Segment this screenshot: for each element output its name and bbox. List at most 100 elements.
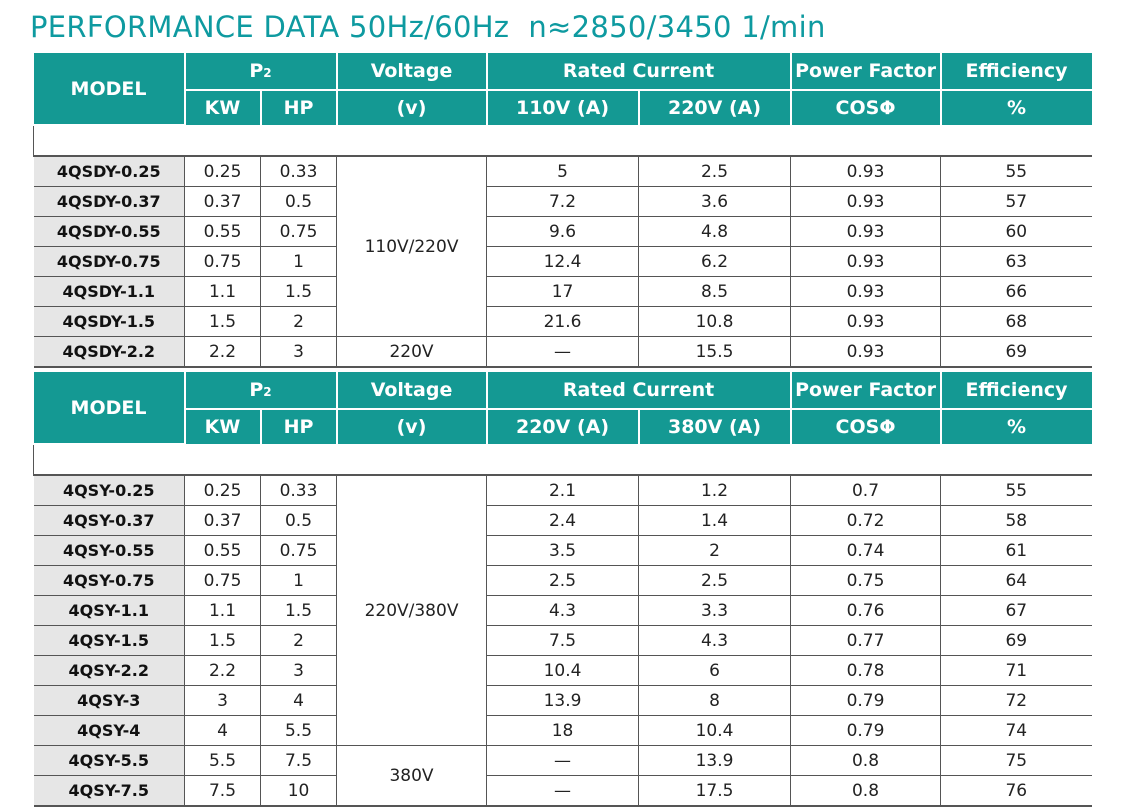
efficiency-cell: 57 <box>940 186 1092 217</box>
kw-cell: 1.1 <box>184 595 261 626</box>
current-a-cell: 2.4 <box>486 505 639 536</box>
table-row: 4QSY-0.55 0.55 0.75 3.5 2 0.74 61 <box>33 535 1092 566</box>
hp-cell: 0.33 <box>259 156 337 187</box>
model-cell: 4QSY-0.55 <box>33 535 185 566</box>
header-efficiency-unit: % <box>939 409 1092 444</box>
header-power-factor: Power Factor <box>789 372 942 410</box>
current-b-cell: 3.6 <box>638 186 791 217</box>
current-b-cell: 2.5 <box>638 156 791 187</box>
model-cell: 4QSDY-0.75 <box>33 246 185 277</box>
model-cell: 4QSY-4 <box>33 715 185 746</box>
table-row: 4QSDY-2.2 2.2 3 220V — 15.5 0.93 69 <box>33 336 1092 368</box>
current-a-cell: 17 <box>486 276 639 307</box>
table-row: 4QSY-0.75 0.75 1 2.5 2.5 0.75 64 <box>33 565 1092 596</box>
header-p2-label: P <box>249 60 264 82</box>
header-efficiency-unit: % <box>939 90 1092 125</box>
hp-cell: 0.5 <box>259 186 337 217</box>
voltage-cell: 110V/220V <box>336 156 487 337</box>
current-a-cell: 12.4 <box>486 246 639 277</box>
efficiency-cell: 64 <box>940 565 1092 596</box>
power-factor-cell: 0.79 <box>790 715 941 746</box>
header-p2-subscript: 2 <box>263 66 272 80</box>
model-cell: 4QSY-3 <box>33 685 185 716</box>
efficiency-cell: 63 <box>940 246 1092 277</box>
header-p2: P2 <box>183 372 338 410</box>
kw-cell: 0.55 <box>184 535 261 566</box>
table-row: 4QSDY-1.5 1.5 2 21.6 10.8 0.93 68 <box>33 306 1092 337</box>
power-factor-cell: 0.93 <box>790 216 941 247</box>
model-cell: 4QSY-2.2 <box>33 655 185 686</box>
header-model: MODEL <box>33 53 186 126</box>
table-row: 4QSDY-0.55 0.55 0.75 9.6 4.8 0.93 60 <box>33 216 1092 247</box>
current-b-cell: 4.3 <box>638 625 791 656</box>
header-p2-subscript: 2 <box>263 385 272 399</box>
current-a-cell: — <box>486 336 639 368</box>
current-b-cell: 6.2 <box>638 246 791 277</box>
kw-cell: 1.5 <box>184 306 261 337</box>
table-row: 4QSDY-0.37 0.37 0.5 7.2 3.6 0.93 57 <box>33 186 1092 217</box>
model-cell: 4QSDY-2.2 <box>33 336 185 368</box>
table-row: 4QSY-5.5 5.5 7.5 380V — 13.9 0.8 75 <box>33 745 1092 807</box>
kw-cell: 0.75 <box>184 246 261 277</box>
current-b-cell: 3.3 <box>638 595 791 626</box>
model-cell: 4QSDY-1.5 <box>33 306 185 337</box>
header-power-factor: Power Factor <box>789 53 942 91</box>
kw-cell: 5.5 <box>184 745 261 776</box>
current-b-cell: 6 <box>638 655 791 686</box>
current-b-cell: 17.5 <box>638 775 791 807</box>
power-factor-cell: 0.8 <box>790 745 941 776</box>
header-kw: KW <box>183 409 262 444</box>
current-a-cell: 2.1 <box>486 475 639 506</box>
table-row: 4QSDY-0.75 0.75 1 12.4 6.2 0.93 63 <box>33 246 1092 277</box>
table-row: 4QSY-1.1 1.1 1.5 4.3 3.3 0.76 67 <box>33 595 1092 626</box>
model-cell: 4QSDY-0.37 <box>33 186 185 217</box>
table-row: 4QSY-0.25 0.25 0.33 220V/380V 2.1 1.2 0.… <box>33 475 1092 746</box>
header-voltage-unit: (v) <box>335 90 488 125</box>
power-factor-cell: 0.79 <box>790 685 941 716</box>
kw-cell: 7.5 <box>184 775 261 807</box>
kw-cell: 2.2 <box>184 336 261 368</box>
page-title: PERFORMANCE DATA 50Hz/60Hz n≈2850/3450 1… <box>30 10 826 44</box>
current-a-cell: 7.5 <box>486 625 639 656</box>
header-current-a: 110V (A) <box>485 90 640 125</box>
power-factor-cell: 0.8 <box>790 775 941 807</box>
header-cos: COSΦ <box>789 90 942 125</box>
performance-table-single-phase: MODEL P2 Voltage Rated Current Power Fac… <box>32 53 1092 368</box>
model-cell: 4QSY-5.5 <box>33 745 185 776</box>
power-factor-cell: 0.74 <box>790 535 941 566</box>
efficiency-cell: 71 <box>940 655 1092 686</box>
efficiency-cell: 69 <box>940 336 1092 368</box>
header-p2-label: P <box>249 379 264 401</box>
current-b-cell: 2.5 <box>638 565 791 596</box>
current-a-cell: 7.2 <box>486 186 639 217</box>
current-b-cell: 8.5 <box>638 276 791 307</box>
kw-cell: 1.5 <box>184 625 261 656</box>
model-cell: 4QSY-7.5 <box>33 775 185 807</box>
hp-cell: 7.5 <box>259 745 337 776</box>
current-a-cell: 9.6 <box>486 216 639 247</box>
voltage-cell: 220V <box>336 336 487 368</box>
hp-cell: 0.75 <box>259 535 337 566</box>
model-cell: 4QSDY-0.55 <box>33 216 185 247</box>
current-b-cell: 10.4 <box>638 715 791 746</box>
hp-cell: 2 <box>259 625 337 656</box>
power-factor-cell: 0.93 <box>790 306 941 337</box>
kw-cell: 2.2 <box>184 655 261 686</box>
efficiency-cell: 72 <box>940 685 1092 716</box>
hp-cell: 1.5 <box>259 595 337 626</box>
kw-cell: 0.75 <box>184 565 261 596</box>
efficiency-cell: 76 <box>940 775 1092 807</box>
table-row: 4QSDY-0.25 0.25 0.33 110V/220V 5 2.5 0.9… <box>33 156 1092 337</box>
header-efficiency: Efficiency <box>939 372 1092 410</box>
table-row: 4QSY-7.5 7.5 10 — 17.5 0.8 76 <box>33 775 1092 807</box>
voltage-cell: 220V/380V <box>336 475 487 746</box>
power-factor-cell: 0.93 <box>790 186 941 217</box>
current-a-cell: 21.6 <box>486 306 639 337</box>
power-factor-cell: 0.76 <box>790 595 941 626</box>
power-factor-cell: 0.75 <box>790 565 941 596</box>
hp-cell: 10 <box>259 775 337 807</box>
header-current-b: 220V (A) <box>637 90 792 125</box>
model-cell: 4QSDY-1.1 <box>33 276 185 307</box>
kw-cell: 0.37 <box>184 186 261 217</box>
hp-cell: 1 <box>259 246 337 277</box>
